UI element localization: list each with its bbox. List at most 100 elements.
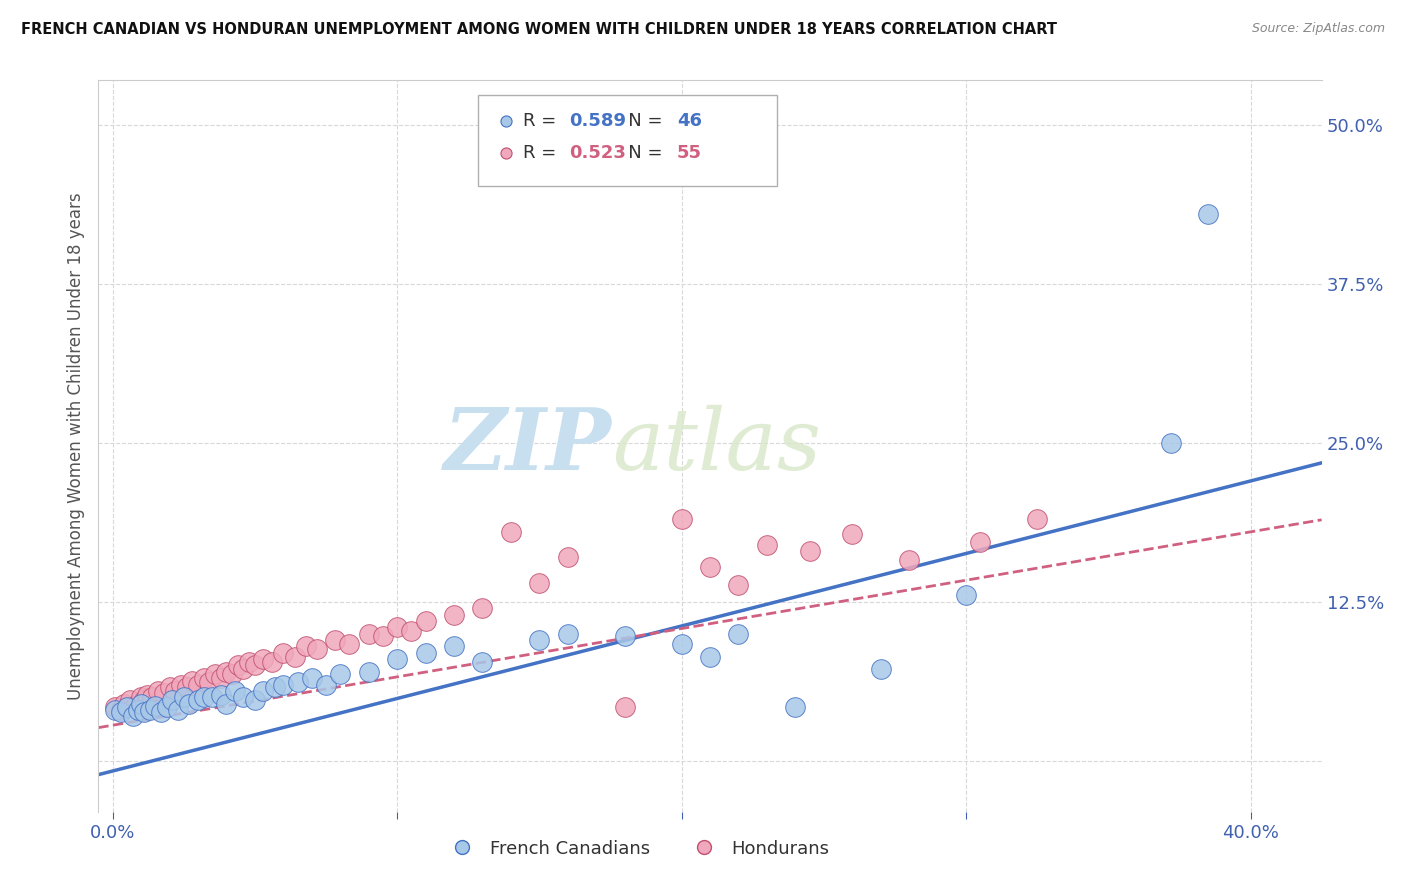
Text: atlas: atlas	[612, 405, 821, 487]
Point	[243, 693, 266, 707]
Point	[357, 626, 380, 640]
Point	[401, 624, 423, 638]
Point	[110, 703, 132, 717]
Point	[167, 703, 190, 717]
Point	[104, 703, 127, 717]
Point	[238, 655, 260, 669]
Point	[699, 649, 721, 664]
Point	[357, 665, 380, 679]
Point	[243, 658, 266, 673]
Point	[224, 684, 246, 698]
Point	[141, 690, 163, 705]
Point	[209, 671, 232, 685]
Text: 46: 46	[678, 112, 702, 129]
Point	[187, 677, 209, 691]
Point	[138, 703, 160, 717]
Point	[150, 706, 173, 720]
Text: N =: N =	[612, 112, 668, 129]
Point	[307, 641, 329, 656]
Point	[273, 677, 295, 691]
Point	[232, 690, 254, 705]
Point	[193, 671, 215, 685]
Text: FRENCH CANADIAN VS HONDURAN UNEMPLOYMENT AMONG WOMEN WITH CHILDREN UNDER 18 YEAR: FRENCH CANADIAN VS HONDURAN UNEMPLOYMENT…	[21, 22, 1057, 37]
Point	[727, 626, 749, 640]
Point	[127, 703, 149, 717]
Point	[252, 684, 274, 698]
Text: 55: 55	[678, 145, 702, 162]
Point	[215, 697, 238, 711]
Point	[135, 688, 157, 702]
Point	[215, 665, 238, 679]
Point	[415, 614, 437, 628]
Point	[699, 560, 721, 574]
Point	[415, 646, 437, 660]
Point	[287, 675, 309, 690]
Point	[969, 535, 991, 549]
Point	[557, 626, 579, 640]
Point	[132, 706, 155, 720]
Point	[785, 700, 807, 714]
Point	[201, 690, 224, 705]
Point	[329, 667, 352, 681]
Point	[173, 690, 195, 705]
Point	[159, 680, 181, 694]
Point	[613, 700, 636, 714]
Text: Source: ZipAtlas.com: Source: ZipAtlas.com	[1251, 22, 1385, 36]
Point	[143, 699, 166, 714]
Point	[110, 706, 132, 720]
Point	[1026, 512, 1049, 526]
Point	[104, 700, 127, 714]
Point	[315, 677, 337, 691]
Point	[371, 629, 394, 643]
Point	[204, 667, 226, 681]
Point	[221, 667, 243, 681]
Point	[118, 693, 141, 707]
Point	[471, 601, 494, 615]
Point	[153, 686, 176, 700]
Point	[385, 620, 408, 634]
Point	[176, 680, 198, 694]
Point	[385, 652, 408, 666]
Point	[471, 655, 494, 669]
Point	[613, 629, 636, 643]
Point	[337, 637, 360, 651]
Point	[841, 527, 863, 541]
Point	[671, 512, 693, 526]
Point	[170, 677, 193, 691]
Point	[955, 589, 977, 603]
Point	[323, 632, 346, 647]
Point	[284, 649, 307, 664]
Point	[273, 646, 295, 660]
Point	[499, 524, 522, 539]
Point	[124, 699, 146, 714]
Point	[252, 652, 274, 666]
Point	[755, 538, 778, 552]
Text: R =: R =	[523, 145, 562, 162]
Point	[181, 673, 204, 688]
Point	[557, 550, 579, 565]
Point	[232, 662, 254, 676]
Y-axis label: Unemployment Among Women with Children Under 18 years: Unemployment Among Women with Children U…	[66, 192, 84, 700]
Text: ZIP: ZIP	[444, 404, 612, 488]
Point	[301, 671, 323, 685]
Point	[162, 693, 184, 707]
Point	[869, 662, 891, 676]
Legend: French Canadians, Hondurans: French Canadians, Hondurans	[437, 832, 837, 865]
Point	[727, 578, 749, 592]
Text: R =: R =	[523, 112, 562, 129]
Point	[671, 637, 693, 651]
Point	[146, 684, 169, 698]
Point	[260, 655, 283, 669]
Point	[132, 693, 155, 707]
Point	[209, 688, 232, 702]
Point	[529, 632, 551, 647]
Text: 0.589: 0.589	[569, 112, 626, 129]
Point	[295, 640, 318, 654]
Point	[129, 697, 152, 711]
Point	[156, 700, 179, 714]
Point	[112, 697, 135, 711]
Point	[115, 700, 138, 714]
Text: N =: N =	[612, 145, 668, 162]
Point	[179, 697, 201, 711]
Point	[1160, 435, 1182, 450]
